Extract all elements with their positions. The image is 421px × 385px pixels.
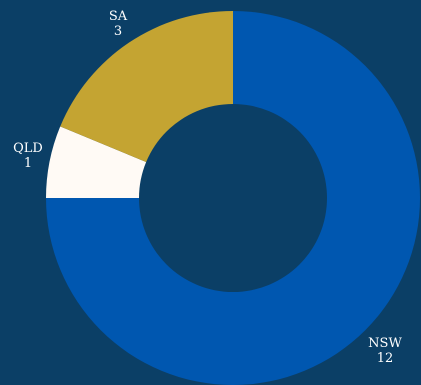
slice-value-nsw: 12 (377, 351, 394, 366)
slice-label-sa: SA (109, 9, 128, 24)
slice-value-sa: 3 (114, 24, 122, 39)
slice-label-nsw: NSW (368, 336, 402, 351)
donut-hole (139, 104, 327, 292)
slice-value-qld: 1 (24, 156, 32, 171)
slice-label-qld: QLD (13, 141, 43, 156)
